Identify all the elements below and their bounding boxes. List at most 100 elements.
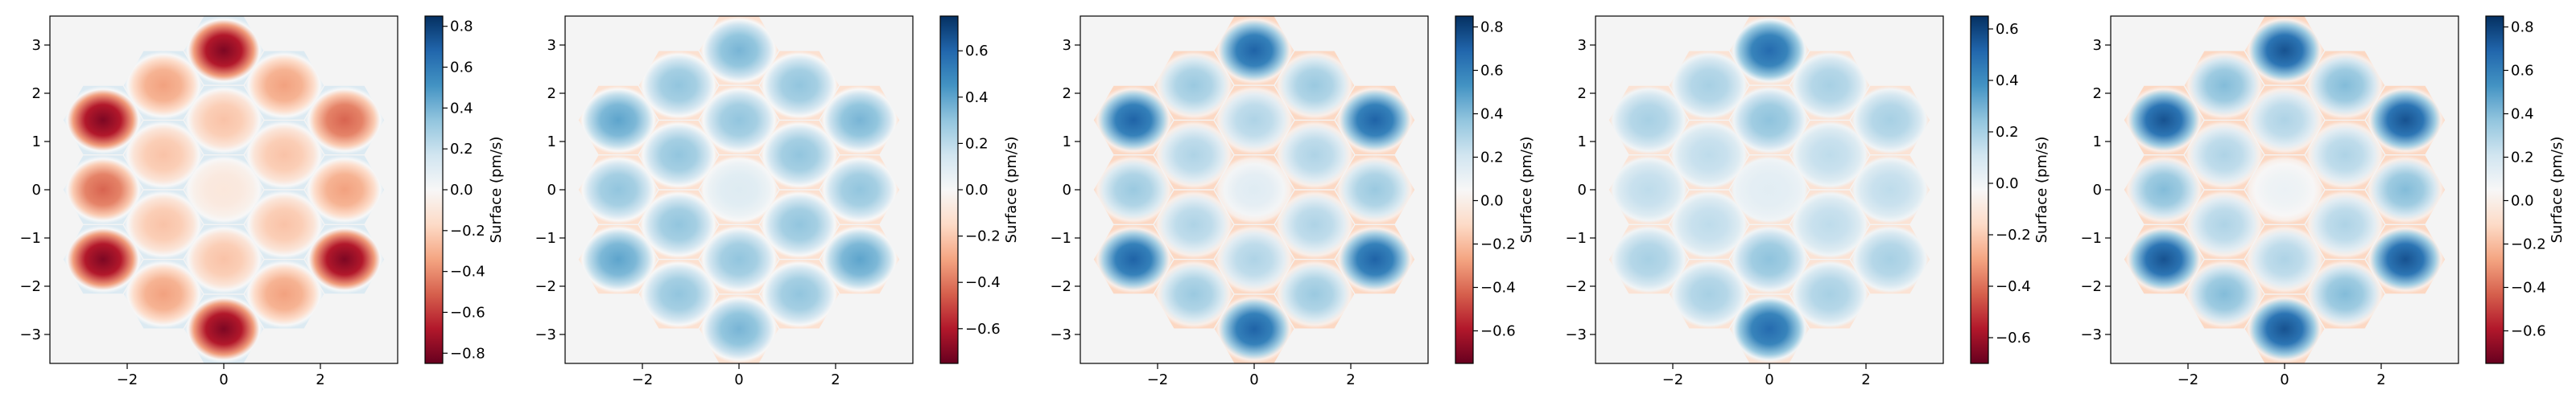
- segment-hexagon: [759, 190, 840, 259]
- colorbar-tick-label: 0.0: [1480, 193, 1504, 210]
- colorbar-tick-label: −0.4: [2511, 280, 2546, 297]
- segment-hexagon: [184, 16, 264, 85]
- colorbar-tick-label: 0.6: [965, 43, 989, 59]
- colorbar: [2485, 15, 2504, 364]
- panel-5: −2 0 2 −3 −2 −1 0 1 2 3 −0.6 −0.4 −0.2 0.0 0.2 0.4 0.6 0.…: [2080, 15, 2566, 388]
- segment-hexagon: [1274, 51, 1355, 120]
- y-tick-label: 1: [2093, 133, 2102, 150]
- segment-hexagon: [1214, 225, 1294, 294]
- segment-hexagon: [1790, 51, 1870, 120]
- segment-hexagon: [2365, 85, 2446, 154]
- segment-hexagon: [2305, 51, 2385, 120]
- segment-hexagon: [1274, 260, 1355, 329]
- y-tick-label: 3: [32, 37, 41, 54]
- colorbar-tick-label: 0.2: [2511, 150, 2534, 166]
- colorbar-label: Surface (pm/s): [488, 137, 505, 244]
- segment-hexagon: [1214, 155, 1294, 224]
- colorbar-tick-label: 0.4: [1480, 106, 1504, 123]
- y-tick-label: 1: [32, 133, 41, 150]
- colorbar-tick-label: 0.4: [965, 89, 989, 106]
- segment-hexagon: [1850, 155, 1930, 224]
- x-tick-label: 2: [831, 371, 840, 388]
- segment-hexagon: [123, 190, 204, 259]
- segment-hexagon: [1335, 85, 1415, 154]
- y-tick-label: 0: [32, 182, 41, 199]
- colorbar-tick-label: 0.0: [965, 182, 989, 199]
- segment-hexagon: [1154, 121, 1234, 190]
- colorbar-label: Surface (pm/s): [2033, 137, 2050, 244]
- segment-hexagon: [2244, 85, 2325, 154]
- y-tick-label: 0: [1578, 182, 1587, 199]
- segment-hexagon: [2124, 225, 2204, 294]
- segment-hexagon: [638, 121, 719, 190]
- segment-hexagon: [123, 121, 204, 190]
- y-tick-label: 3: [2093, 37, 2102, 54]
- segment-hexagon: [2244, 155, 2325, 224]
- segment-hexagon: [699, 155, 779, 224]
- x-tick-label: 2: [2376, 371, 2385, 388]
- segment-hexagon: [1608, 225, 1689, 294]
- segment-hexagon: [2305, 260, 2385, 329]
- segment-hexagon: [1214, 16, 1294, 85]
- x-tick-label: 0: [734, 371, 743, 388]
- colorbar-tick-label: 0.6: [450, 59, 473, 76]
- y-tick-label: −1: [2080, 230, 2102, 247]
- segment-hexagon: [1093, 225, 1174, 294]
- segment-hexagon: [578, 155, 658, 224]
- colorbar-tick-label: −0.6: [450, 304, 485, 321]
- y-tick-label: 3: [1063, 37, 1071, 54]
- y-tick-label: 0: [2093, 182, 2102, 199]
- y-tick-label: −3: [535, 326, 556, 343]
- y-tick-label: −1: [1565, 230, 1587, 247]
- x-tick-label: −2: [2178, 371, 2199, 388]
- colorbar-tick-label: −0.2: [450, 223, 485, 240]
- segment-hexagon: [1154, 51, 1234, 120]
- segment-hexagon: [2305, 121, 2385, 190]
- segment-hexagon: [1335, 155, 1415, 224]
- panel-1: −2 0 2 −3 −2 −1 0 1 2 3 −0.8 −0.6 −0.4 −0.2 0.0 0.2 0.4 0…: [19, 15, 505, 388]
- segment-hexagon: [699, 225, 779, 294]
- colorbar-tick-label: 0.6: [1480, 63, 1504, 80]
- segment-hexagon: [638, 260, 719, 329]
- segment-hexagon: [759, 121, 840, 190]
- segment-hexagon: [244, 121, 324, 190]
- colorbar-tick-label: −0.6: [2511, 323, 2546, 340]
- colorbar: [939, 15, 959, 364]
- colorbar-tick-label: −0.6: [1996, 330, 2031, 347]
- colorbar-tick-label: −0.4: [1996, 278, 2031, 295]
- x-tick-label: 2: [1861, 371, 1870, 388]
- x-tick-label: 0: [219, 371, 228, 388]
- x-tick-label: 0: [1249, 371, 1258, 388]
- segment-hexagon: [699, 85, 779, 154]
- segment-hexagon: [123, 260, 204, 329]
- segment-hexagon: [1790, 260, 1870, 329]
- x-tick-label: −2: [117, 371, 138, 388]
- colorbar-tick-label: 0.8: [2511, 19, 2534, 36]
- segment-hexagon: [1729, 294, 1810, 363]
- y-tick-label: −2: [2080, 278, 2102, 295]
- colorbar-tick-label: 0.0: [2511, 193, 2534, 210]
- segment-hexagon: [1154, 190, 1234, 259]
- colorbar-tick-label: −0.2: [1480, 236, 1516, 253]
- colorbar-tick-label: −0.4: [1480, 280, 1516, 297]
- y-tick-label: −2: [535, 278, 556, 295]
- x-tick-label: 2: [316, 371, 324, 388]
- segment-hexagon: [2184, 51, 2264, 120]
- segment-hexagon: [304, 225, 385, 294]
- colorbar-tick-label: 0.2: [965, 135, 989, 152]
- colorbar-tick-label: −0.8: [450, 345, 485, 362]
- colorbar-tick-label: 0.0: [450, 182, 473, 199]
- segment-hexagon: [2184, 121, 2264, 190]
- y-tick-label: −3: [1050, 326, 1071, 343]
- colorbar: [1455, 15, 1474, 364]
- segment-hexagon: [1335, 225, 1415, 294]
- colorbar-tick-label: 0.2: [1480, 150, 1504, 166]
- segment-hexagon: [699, 16, 779, 85]
- segment-hexagon: [304, 155, 385, 224]
- segment-hexagon: [2184, 260, 2264, 329]
- y-tick-label: −1: [535, 230, 556, 247]
- segment-hexagon: [1669, 190, 1749, 259]
- segment-hexagon: [638, 190, 719, 259]
- colorbar-tick-label: 0.8: [450, 18, 473, 35]
- colorbar-tick-label: 0.6: [2511, 63, 2534, 80]
